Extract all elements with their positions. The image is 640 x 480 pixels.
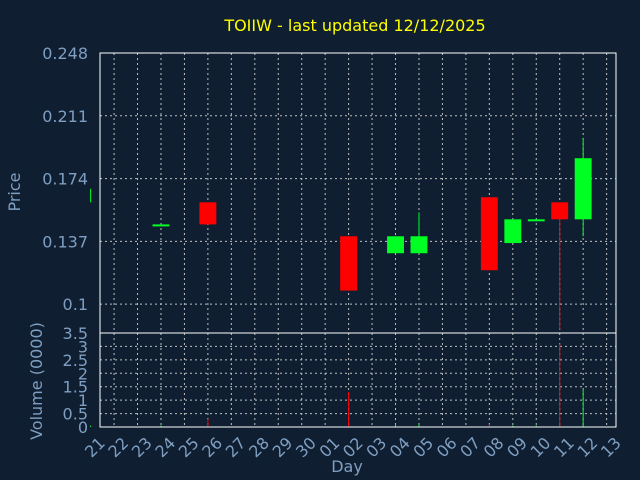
price-tick-label: 0.1 [63, 295, 88, 314]
price-panel-frame [99, 52, 617, 334]
volume-panel-frame [99, 332, 617, 428]
volume-tick-label: 2 [78, 364, 88, 383]
chart-title: TOIIW - last updated 12/12/2025 [223, 16, 485, 35]
candle-body [340, 236, 358, 291]
volume-tick-label: 0 [78, 418, 88, 437]
axes-layer [99, 52, 617, 428]
candle-body [551, 202, 569, 220]
candle-body [574, 158, 592, 220]
candle-body [480, 197, 498, 271]
volume-tick-label: 3.5 [63, 324, 88, 343]
marks-layer [90, 137, 592, 427]
volume-tick-label: 2.5 [63, 351, 88, 370]
price-tick-label: 0.137 [42, 232, 88, 251]
price-axis-label: Price [5, 172, 24, 211]
candle-body [527, 219, 545, 222]
price-tick-label: 0.174 [42, 170, 88, 189]
grid-layer [100, 52, 616, 428]
x-axis-label: Day [331, 457, 363, 476]
candle-body [410, 236, 428, 254]
candle-body [504, 219, 522, 244]
x-tick-label: 13 [597, 433, 625, 461]
volume-tick-label: 3 [78, 337, 88, 356]
candle-body [152, 224, 170, 227]
volume-tick-label: 1 [78, 391, 88, 410]
volume-tick-label: 0.5 [63, 405, 88, 424]
candle-body [387, 236, 404, 254]
price-tick-label: 0.248 [42, 44, 88, 63]
candle-body [199, 202, 217, 225]
volume-axis-label: Volume (0000) [27, 322, 46, 440]
volume-tick-label: 1.5 [63, 378, 88, 397]
price-tick-label: 0.211 [42, 107, 88, 126]
tick-labels-layer: 0.2480.2110.1740.1370.13.532.521.510.502… [42, 44, 625, 461]
